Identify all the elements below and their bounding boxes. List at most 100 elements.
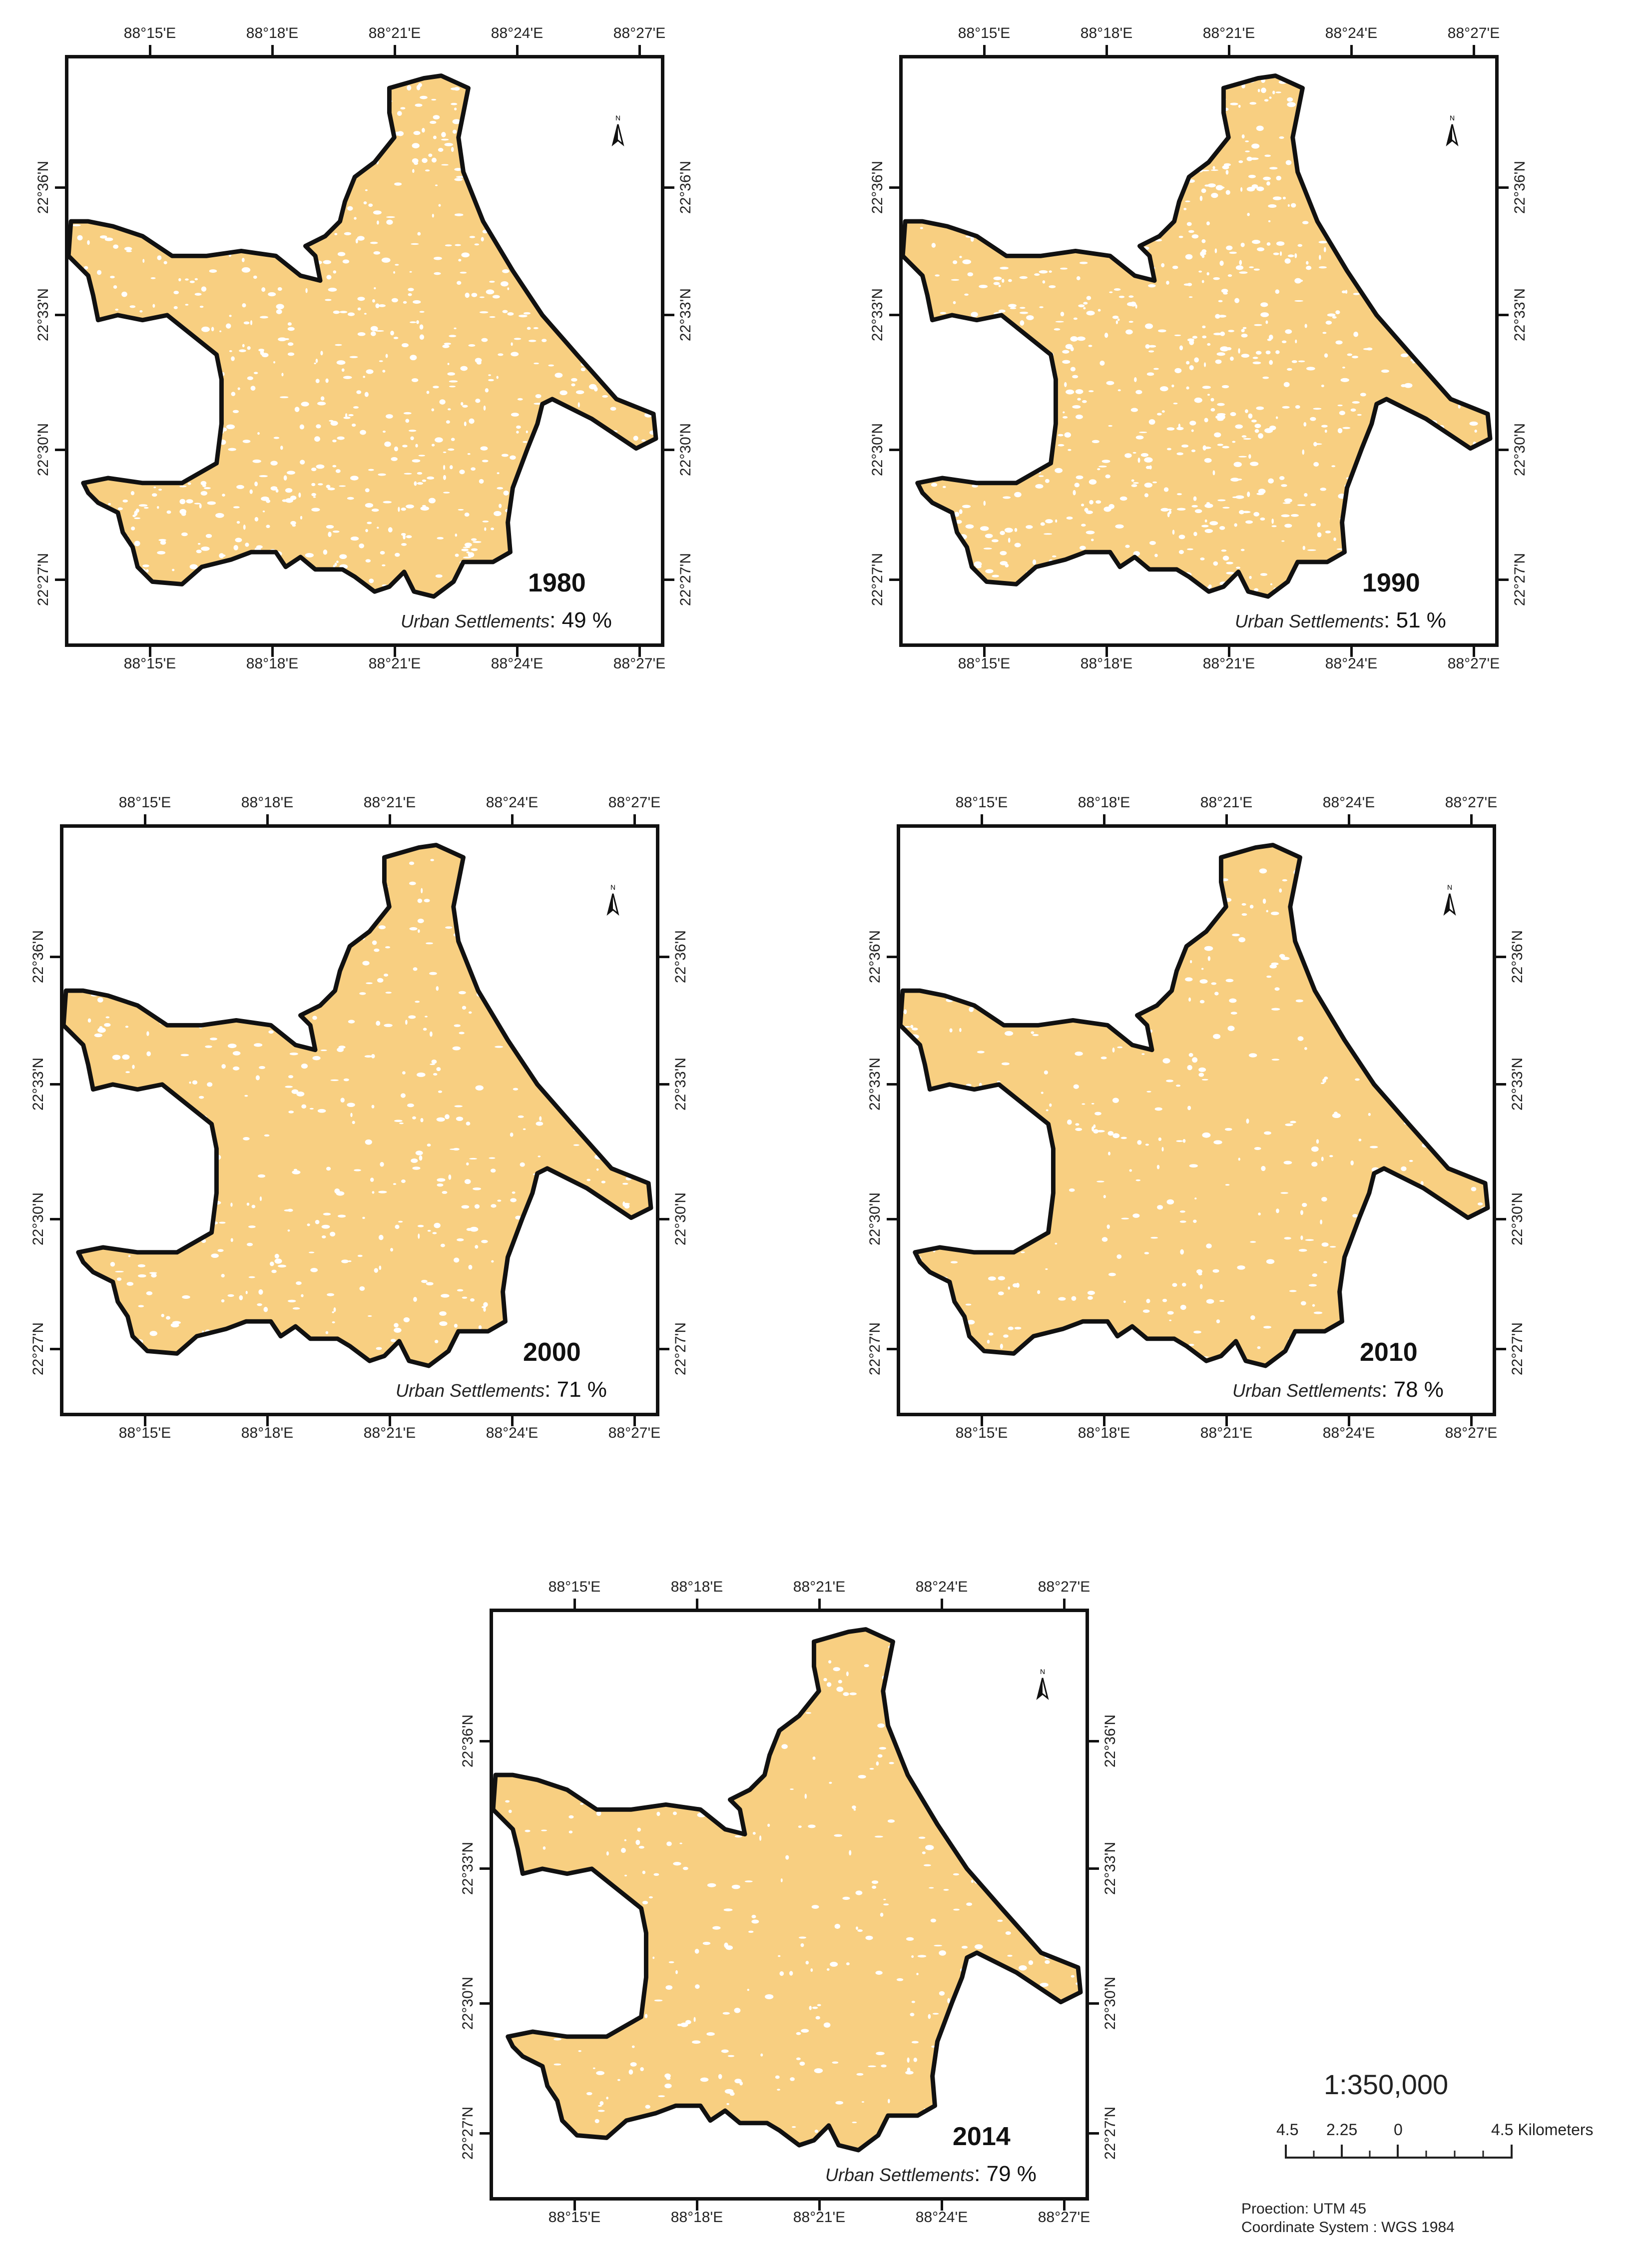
lat-tickmark bbox=[663, 186, 674, 189]
city-boundary bbox=[903, 73, 1493, 599]
map-panel-2010: 88°15'E 88°15'E 88°18'E 88°18'E 88°21'E 88°21… bbox=[859, 789, 1526, 1484]
lat-tickmark bbox=[663, 578, 674, 581]
lat-tickmark bbox=[887, 1348, 898, 1350]
scale-ratio: 1:350,000 bbox=[1324, 2069, 1449, 2100]
lat-tickmark bbox=[663, 314, 674, 316]
lat-tick-left: 22°27'N bbox=[867, 1322, 883, 1376]
lat-tickmark bbox=[658, 1348, 669, 1350]
lon-tickmark bbox=[516, 646, 519, 657]
lon-tick-top: 88°24'E bbox=[491, 25, 544, 41]
lat-tick-left: 22°27'N bbox=[30, 1322, 46, 1376]
north-arrow-icon: N bbox=[1033, 1667, 1053, 1702]
lat-tickmark bbox=[658, 1218, 669, 1220]
urban-settlements-text: Urban Settlements bbox=[1235, 611, 1384, 631]
lat-tickmark bbox=[1498, 186, 1509, 189]
lat-tick-right: 22°30'N bbox=[672, 1192, 689, 1246]
lat-tick-right: 22°27'N bbox=[1102, 2106, 1118, 2160]
lon-tick-bottom: 88°24'E bbox=[491, 655, 544, 672]
lat-tickmark bbox=[55, 578, 66, 581]
lat-tick-right: 22°27'N bbox=[672, 1322, 689, 1376]
lat-tick-right: 22°33'N bbox=[1102, 1841, 1118, 1895]
lon-tickmark bbox=[389, 1415, 391, 1426]
lat-tickmark bbox=[1495, 1218, 1506, 1220]
lon-tick-top: 88°21'E bbox=[1200, 794, 1253, 811]
lon-tick-top: 88°18'E bbox=[670, 1579, 723, 1595]
lon-tick-bottom: 88°21'E bbox=[793, 2209, 846, 2226]
lon-tick-top: 88°15'E bbox=[123, 25, 176, 41]
lat-tickmark bbox=[887, 956, 898, 958]
urban-settlements-text: Urban Settlements bbox=[1232, 1380, 1382, 1401]
scale-label-1: 2.25 bbox=[1326, 2121, 1358, 2139]
lon-tickmark bbox=[511, 814, 514, 825]
urban-percent-value: 79 bbox=[986, 2162, 1011, 2186]
lon-tick-top: 88°21'E bbox=[363, 794, 416, 811]
map-frame: N 2014 Urban Settlements: 79 % bbox=[490, 1609, 1089, 2201]
lon-tick-bottom: 88°21'E bbox=[363, 1425, 416, 1441]
lat-tick-right: 22°36'N bbox=[1102, 1714, 1118, 1768]
lon-tick-bottom: 88°18'E bbox=[241, 1425, 294, 1441]
map-frame: N 2010 Urban Settlements: 78 % bbox=[897, 824, 1496, 1416]
urban-settlements-text: Urban Settlements bbox=[396, 1380, 545, 1401]
lat-tickmark bbox=[887, 1218, 898, 1220]
lat-tick-left: 22°36'N bbox=[460, 1714, 476, 1768]
urban-extent-map bbox=[493, 1627, 1083, 2153]
city-boundary bbox=[63, 843, 653, 1368]
map-panel-2014: 88°15'E 88°15'E 88°18'E 88°18'E 88°21'E 88°21… bbox=[452, 1574, 1118, 2268]
lon-tickmark bbox=[1348, 814, 1350, 825]
lat-tickmark bbox=[889, 314, 900, 316]
lon-tick-top: 88°15'E bbox=[118, 794, 171, 811]
urban-settlements-label: Urban Settlements: 78 % bbox=[1232, 1377, 1444, 1402]
lon-tickmark bbox=[1473, 45, 1475, 56]
lat-tick-left: 22°36'N bbox=[35, 160, 51, 214]
lat-tickmark bbox=[663, 449, 674, 451]
lon-tickmark bbox=[266, 1415, 269, 1426]
year-label: 2014 bbox=[953, 2122, 1011, 2151]
lon-tickmark bbox=[983, 45, 986, 56]
lon-tickmark bbox=[266, 814, 269, 825]
lat-tickmark bbox=[1088, 1867, 1099, 1870]
lon-tickmark bbox=[1470, 1415, 1473, 1426]
lon-tick-top: 88°27'E bbox=[1445, 794, 1498, 811]
urban-percent-value: 49 bbox=[561, 608, 586, 632]
lon-tickmark bbox=[941, 2200, 943, 2211]
year-label: 1990 bbox=[1362, 568, 1420, 597]
lon-tickmark bbox=[1105, 646, 1108, 657]
city-boundary bbox=[900, 843, 1490, 1368]
lon-tick-top: 88°15'E bbox=[958, 25, 1011, 41]
urban-settlements-label: Urban Settlements: 51 % bbox=[1235, 608, 1446, 632]
lon-tickmark bbox=[394, 45, 396, 56]
scale-label-0: 4.5 bbox=[1276, 2121, 1299, 2139]
lon-tickmark bbox=[818, 1599, 821, 1610]
lon-tick-top: 88°27'E bbox=[1038, 1579, 1091, 1595]
urban-percent-value: 51 bbox=[1396, 608, 1421, 632]
year-label: 1980 bbox=[528, 568, 586, 597]
urban-settlements-label: Urban Settlements: 49 % bbox=[401, 608, 612, 632]
urban-extent-map bbox=[68, 73, 658, 599]
lon-tickmark bbox=[696, 2200, 698, 2211]
lat-tick-right: 22°33'N bbox=[1512, 288, 1528, 342]
lon-tickmark bbox=[638, 646, 641, 657]
lon-tickmark bbox=[1225, 1415, 1228, 1426]
lon-tickmark bbox=[1103, 814, 1105, 825]
lon-tickmark bbox=[981, 814, 983, 825]
lat-tick-left: 22°36'N bbox=[30, 930, 46, 984]
urban-settlements-label: Urban Settlements: 79 % bbox=[825, 2162, 1037, 2186]
lat-tick-left: 22°33'N bbox=[460, 1841, 476, 1895]
lat-tickmark bbox=[55, 314, 66, 316]
lon-tick-bottom: 88°27'E bbox=[1447, 655, 1500, 672]
urban-percent-value: 78 bbox=[1393, 1377, 1418, 1402]
lon-tickmark bbox=[633, 814, 636, 825]
lat-tick-right: 22°33'N bbox=[672, 1057, 689, 1111]
lat-tick-left: 22°30'N bbox=[35, 423, 51, 477]
lon-tick-top: 88°24'E bbox=[1322, 794, 1375, 811]
urban-area-shape bbox=[900, 845, 1488, 1366]
lon-tickmark bbox=[1105, 45, 1108, 56]
lat-tickmark bbox=[50, 956, 61, 958]
lat-tickmark bbox=[480, 2132, 491, 2135]
percent-sign: % bbox=[1424, 1377, 1444, 1402]
lon-tick-bottom: 88°21'E bbox=[1200, 1425, 1253, 1441]
urban-area-shape bbox=[903, 75, 1491, 597]
coordinate-system-text: Coordinate System : WGS 1984 bbox=[1241, 2219, 1455, 2236]
lon-tickmark bbox=[1348, 1415, 1350, 1426]
lat-tick-right: 22°36'N bbox=[1512, 160, 1528, 214]
